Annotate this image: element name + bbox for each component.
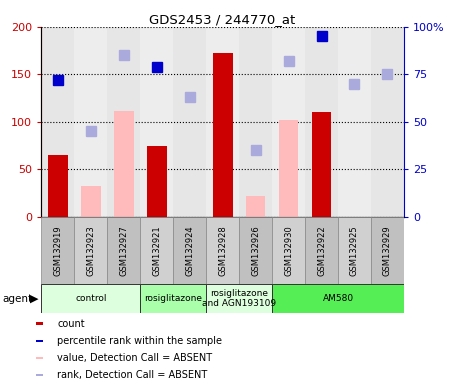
Bar [272,27,305,217]
Bar [239,217,272,284]
Text: GSM132926: GSM132926 [251,225,260,276]
Text: GSM132930: GSM132930 [284,225,293,276]
Text: GSM132927: GSM132927 [119,225,128,276]
Text: GSM132921: GSM132921 [152,225,161,276]
Text: agent: agent [2,293,33,304]
Bar [114,111,134,217]
Bar [213,53,233,217]
Bar [41,217,74,284]
Bar [371,217,404,284]
Text: GSM132929: GSM132929 [383,225,392,276]
Bar [305,27,338,217]
Bar [36,374,44,376]
Bar [48,155,67,217]
Bar [305,217,338,284]
Bar [41,27,74,217]
Bar [272,217,305,284]
Text: GSM132925: GSM132925 [350,225,359,276]
Text: rank, Detection Call = ABSENT: rank, Detection Call = ABSENT [57,370,207,381]
Text: percentile rank within the sample: percentile rank within the sample [57,336,222,346]
Text: ▶: ▶ [30,293,39,304]
Text: GSM132923: GSM132923 [86,225,95,276]
Text: control: control [75,294,106,303]
Bar [74,27,107,217]
Bar [173,27,206,217]
Bar [36,323,44,324]
Bar [140,27,173,217]
Bar [246,196,265,217]
Bar [41,284,140,313]
Title: GDS2453 / 244770_at: GDS2453 / 244770_at [150,13,296,26]
Bar [173,217,206,284]
Text: GSM132928: GSM132928 [218,225,227,276]
Bar [81,185,101,217]
Bar [36,340,44,342]
Bar [272,284,404,313]
Bar [140,284,206,313]
Text: value, Detection Call = ABSENT: value, Detection Call = ABSENT [57,353,212,363]
Text: GSM132919: GSM132919 [53,225,62,276]
Bar [36,357,44,359]
Bar [206,284,272,313]
Bar [107,217,140,284]
Bar [206,27,239,217]
Bar [371,27,404,217]
Bar [338,217,371,284]
Bar [107,27,140,217]
Text: GSM132924: GSM132924 [185,225,194,276]
Bar [312,113,331,217]
Bar [338,27,371,217]
Text: rosiglitazone: rosiglitazone [144,294,202,303]
Bar [239,27,272,217]
Text: rosiglitazone
and AGN193109: rosiglitazone and AGN193109 [202,289,276,308]
Bar [206,217,239,284]
Bar [147,146,167,217]
Bar [74,217,107,284]
Text: count: count [57,318,85,329]
Bar [279,120,298,217]
Text: GSM132922: GSM132922 [317,225,326,276]
Bar [140,217,173,284]
Text: AM580: AM580 [322,294,353,303]
